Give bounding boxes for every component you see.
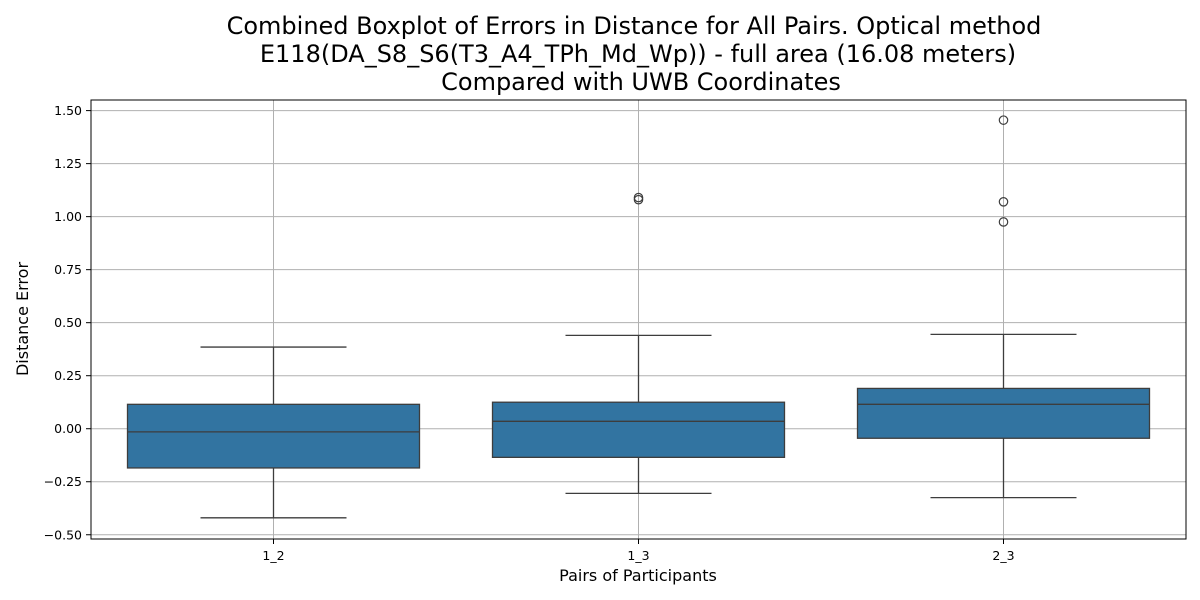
- outlier-point: [998, 115, 1009, 125]
- x-axis-label: Pairs of Participants: [559, 566, 717, 585]
- box-group-1_3: [491, 192, 786, 495]
- outlier-point: [998, 196, 1009, 207]
- y-tick-label: −0.50: [44, 527, 82, 542]
- axis-ticks: −0.50 −0.25 0.00 0.25 0.50 0.75 1.00 1.25 1.50 1_…: [44, 103, 1015, 563]
- x-tick-label: 1_3: [627, 548, 649, 563]
- x-tick-label: 2_3: [992, 548, 1014, 563]
- box-group-2_3: [856, 115, 1151, 499]
- chart-title-line-3: Compared with UWB Coordinates: [441, 68, 841, 96]
- chart-title-line-1: Combined Boxplot of Errors in Distance f…: [227, 12, 1042, 40]
- iqr-box: [856, 387, 1151, 439]
- iqr-box: [491, 401, 786, 459]
- y-tick-label: −0.25: [44, 474, 82, 489]
- y-tick-label: 1.50: [54, 103, 82, 118]
- boxes: [126, 115, 1151, 519]
- box-group-1_2: [126, 346, 421, 519]
- y-tick-label: 0.75: [54, 262, 82, 277]
- y-axis-label: Distance Error: [13, 262, 32, 376]
- y-tick-label: 1.00: [54, 209, 82, 224]
- outlier-point: [998, 217, 1009, 227]
- y-tick-label: 1.25: [54, 156, 82, 171]
- iqr-box: [126, 403, 421, 469]
- chart-title-line-2: E118(DA_S8_S6(T3_A4_TPh_Md_Wp)) - full a…: [260, 40, 1016, 68]
- y-tick-label: 0.00: [54, 421, 82, 436]
- outlier-point: [633, 192, 644, 203]
- y-tick-label: 0.25: [54, 368, 82, 383]
- x-tick-label: 1_2: [262, 548, 284, 563]
- y-tick-label: 0.50: [54, 315, 82, 330]
